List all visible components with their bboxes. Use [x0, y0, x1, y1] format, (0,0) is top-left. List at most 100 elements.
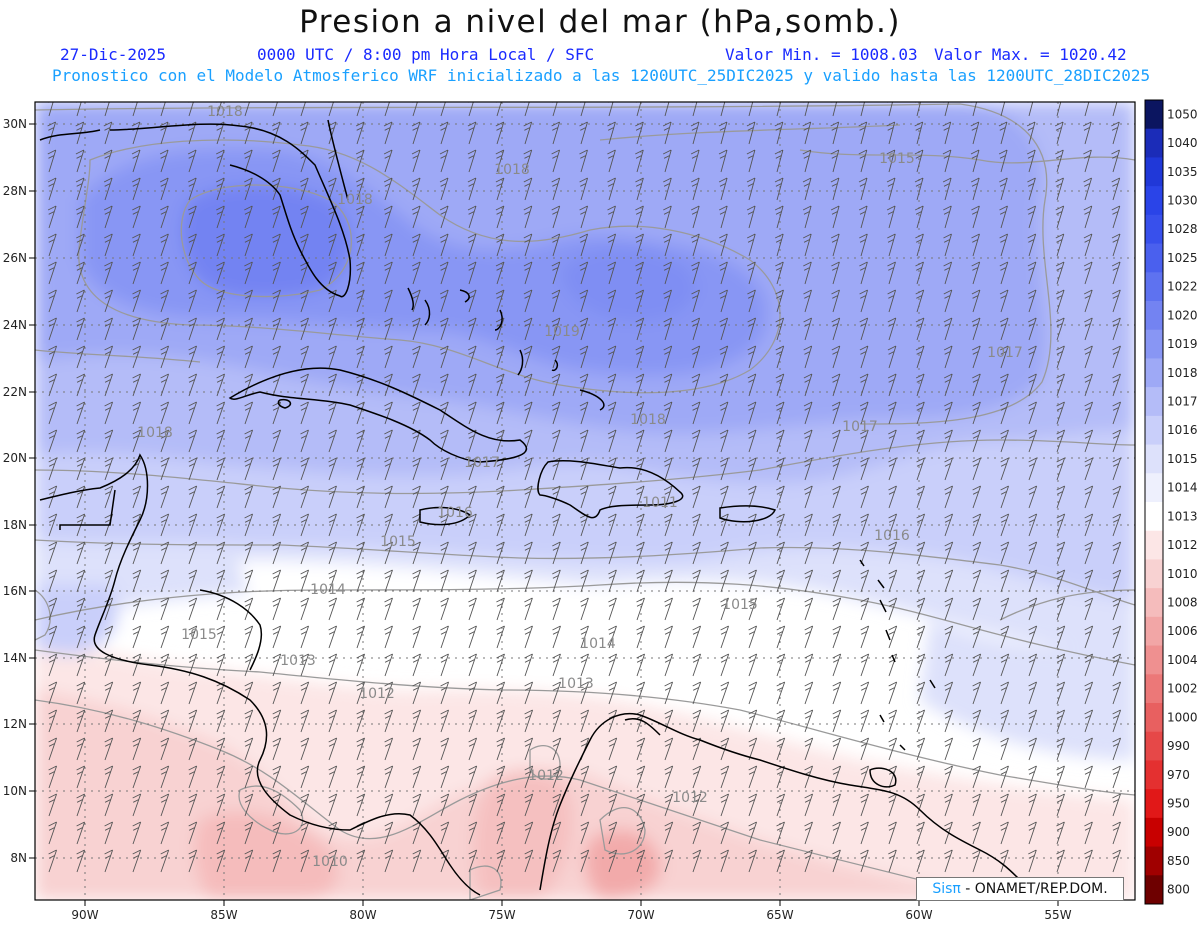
isobar-label: 1010	[312, 854, 348, 870]
wind-barbs	[47, 102, 1122, 873]
model-info-label: Pronostico con el Modelo Atmosferico WRF…	[52, 66, 1151, 85]
isobar-label: 1016	[874, 528, 910, 544]
colorbar-swatch	[1145, 272, 1163, 302]
lon-label: 80W	[349, 908, 376, 922]
colorbar-swatch	[1145, 559, 1163, 589]
lat-label: 12N	[3, 717, 27, 731]
colorbar-swatch	[1145, 588, 1163, 618]
isobar-label: 1012	[672, 790, 708, 806]
lat-label: 16N	[3, 584, 27, 598]
colorbar-level-label: 1012	[1167, 538, 1198, 552]
colorbar-level-label: 1025	[1167, 251, 1198, 265]
max-value-label: Valor Max. = 1020.42	[934, 45, 1127, 64]
isobar-label: 1012	[359, 686, 395, 702]
colorbar-swatch	[1145, 301, 1163, 331]
colorbar-swatch	[1145, 760, 1163, 790]
isobar-label: 1015	[181, 627, 217, 643]
lon-label: 90W	[71, 908, 98, 922]
sispi-brand: Sisπ	[932, 881, 961, 897]
lon-label: 65W	[766, 908, 793, 922]
isobar-label: 1013	[558, 676, 594, 692]
isobar-label: 1011	[642, 495, 678, 511]
colorbar-level-label: 1018	[1167, 366, 1198, 380]
lat-label: 24N	[3, 318, 27, 332]
isobar-label: 1014	[580, 636, 616, 652]
colorbar-swatch	[1145, 530, 1163, 560]
colorbar-level-label: 1002	[1167, 682, 1198, 696]
colorbar-level-label: 1013	[1167, 509, 1198, 523]
colorbar-swatch	[1145, 444, 1163, 474]
colorbar-swatch	[1145, 473, 1163, 503]
colorbar-level-label: 1022	[1167, 280, 1198, 294]
pressure-field	[35, 102, 1135, 900]
colorbar-swatch	[1145, 616, 1163, 647]
colorbar-swatch	[1145, 329, 1163, 359]
isobar-label: 1017	[842, 419, 878, 435]
colorbar-level-label: 1000	[1167, 710, 1198, 724]
colorbar-frame	[1144, 99, 1164, 905]
lat-label: 22N	[3, 385, 27, 399]
lat-label: 18N	[3, 518, 27, 532]
colorbar-swatch	[1145, 846, 1163, 876]
colorbar-level-label: 1015	[1167, 452, 1198, 466]
colorbar-swatch	[1145, 817, 1163, 848]
colorbar-level-label: 1016	[1167, 423, 1198, 437]
lat-label: 10N	[3, 784, 27, 798]
colorbar-swatch	[1145, 214, 1163, 245]
lon-label: 55W	[1044, 908, 1071, 922]
credit-box: Sisπ - ONAMET/REP.DOM.	[916, 877, 1124, 901]
colorbar-swatch	[1145, 157, 1163, 187]
colorbar-level-label: 900	[1167, 825, 1190, 839]
lat-label: 26N	[3, 251, 27, 265]
wind-barb-field	[47, 102, 1122, 873]
isobar-label: 1015	[879, 151, 915, 167]
date-label: 27-Dic-2025	[60, 45, 166, 64]
colorbar-level-label: 1010	[1167, 567, 1198, 581]
isobar-lines	[35, 103, 1135, 900]
lat-label: 20N	[3, 451, 27, 465]
colorbar-swatch	[1145, 789, 1163, 819]
colorbar-swatch	[1145, 731, 1163, 761]
colorbar-level-label: 1040	[1167, 136, 1198, 150]
colorbar-level-label: 970	[1167, 768, 1190, 782]
colorbar-swatch	[1145, 243, 1163, 273]
colorbar-swatch	[1145, 645, 1163, 675]
colorbar-swatch	[1145, 875, 1163, 905]
isobar-label: 1018	[630, 412, 666, 428]
min-value-label: Valor Min. = 1008.03	[725, 45, 918, 64]
lon-label: 60W	[905, 908, 932, 922]
lat-label: 14N	[3, 651, 27, 665]
colorbar-level-label: 1017	[1167, 395, 1198, 409]
colorbar-swatch	[1145, 100, 1163, 130]
isobar-label: 1018	[137, 425, 173, 441]
chart-title: Presion a nivel del mar (hPa,somb.)	[299, 4, 901, 40]
isobar-label: 1019	[544, 324, 580, 340]
coastlines	[39, 119, 1021, 896]
colorbar: 1050 1040 1035 1030 1028 1025 1022 1020 1019 1018…	[1144, 99, 1198, 905]
colorbar-level-label: 1050	[1167, 107, 1198, 121]
colorbar-swatch	[1145, 128, 1163, 158]
colorbar-level-label: 1014	[1167, 481, 1198, 495]
colorbar-level-label: 1030	[1167, 194, 1198, 208]
colorbar-swatch	[1145, 358, 1163, 388]
colorbar-swatch	[1145, 703, 1163, 733]
colorbar-level-label: 1006	[1167, 624, 1198, 638]
isobar-labels: 1018 1018 1018 1019 1018 1018 1017 1017 …	[137, 104, 1023, 870]
time-info-label: 0000 UTC / 8:00 pm Hora Local / SFC	[257, 45, 595, 64]
lon-label: 70W	[627, 908, 654, 922]
colorbar-swatch	[1145, 415, 1163, 446]
isobar-label: 1015	[380, 534, 416, 550]
colorbar-level-label: 850	[1167, 854, 1190, 868]
lat-label: 28N	[3, 184, 27, 198]
lon-label: 85W	[210, 908, 237, 922]
colorbar-swatch	[1145, 387, 1163, 417]
isobar-label: 1018	[337, 192, 373, 208]
isobar-label: 1018	[494, 162, 530, 178]
colorbar-swatch	[1145, 674, 1163, 704]
lat-label: 8N	[10, 851, 27, 865]
colorbar-level-label: 1020	[1167, 308, 1198, 322]
isobar-label: 1018	[207, 104, 243, 120]
colorbar-level-label: 950	[1167, 797, 1190, 811]
isobar-label: 1017	[464, 455, 500, 471]
